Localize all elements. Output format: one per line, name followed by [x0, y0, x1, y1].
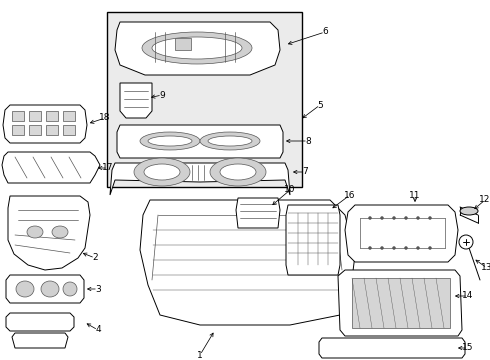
Bar: [175, 38, 191, 50]
Polygon shape: [236, 198, 280, 228]
Text: 8: 8: [305, 136, 311, 145]
Ellipse shape: [52, 226, 68, 238]
Ellipse shape: [405, 216, 408, 220]
Ellipse shape: [16, 281, 34, 297]
Polygon shape: [8, 196, 90, 270]
Polygon shape: [6, 275, 84, 303]
Ellipse shape: [368, 216, 371, 220]
Ellipse shape: [220, 164, 256, 180]
Polygon shape: [345, 205, 458, 262]
Bar: [29, 111, 41, 121]
Ellipse shape: [368, 247, 371, 249]
Text: 11: 11: [409, 190, 421, 199]
Ellipse shape: [142, 32, 252, 64]
Bar: [63, 125, 75, 135]
Ellipse shape: [134, 158, 190, 186]
Text: 4: 4: [95, 325, 101, 334]
Bar: [12, 111, 24, 121]
Polygon shape: [6, 313, 74, 331]
Text: 9: 9: [159, 90, 165, 99]
Polygon shape: [117, 125, 283, 158]
Ellipse shape: [459, 235, 473, 249]
Bar: [107, 12, 302, 187]
Text: 5: 5: [317, 100, 323, 109]
Text: 17: 17: [102, 163, 114, 172]
Ellipse shape: [152, 37, 242, 59]
Ellipse shape: [200, 132, 260, 150]
Ellipse shape: [392, 216, 395, 220]
Ellipse shape: [428, 216, 432, 220]
Polygon shape: [319, 338, 465, 358]
Text: 2: 2: [92, 253, 98, 262]
Ellipse shape: [140, 132, 200, 150]
Ellipse shape: [41, 281, 59, 297]
Ellipse shape: [405, 247, 408, 249]
Polygon shape: [12, 333, 68, 348]
Ellipse shape: [381, 247, 384, 249]
Text: 3: 3: [95, 284, 101, 293]
Polygon shape: [140, 200, 355, 325]
Ellipse shape: [63, 282, 77, 296]
Text: 12: 12: [479, 195, 490, 204]
Ellipse shape: [208, 136, 252, 146]
Text: 18: 18: [99, 113, 111, 122]
Ellipse shape: [428, 247, 432, 249]
Polygon shape: [120, 83, 152, 118]
Polygon shape: [3, 105, 87, 143]
Polygon shape: [2, 152, 100, 183]
Bar: [352, 278, 450, 328]
Polygon shape: [115, 22, 280, 75]
Ellipse shape: [27, 226, 43, 238]
Text: 1: 1: [197, 351, 203, 360]
Ellipse shape: [392, 247, 395, 249]
Ellipse shape: [460, 207, 478, 215]
Text: 7: 7: [302, 167, 308, 176]
Text: 16: 16: [344, 190, 356, 199]
Text: 14: 14: [462, 292, 474, 301]
Ellipse shape: [416, 247, 419, 249]
Bar: [12, 125, 24, 135]
Text: 15: 15: [462, 343, 474, 352]
Polygon shape: [110, 163, 290, 195]
Polygon shape: [286, 205, 340, 275]
Ellipse shape: [148, 136, 192, 146]
Text: 10: 10: [284, 185, 296, 194]
Bar: [63, 111, 75, 121]
Text: 13: 13: [481, 264, 490, 273]
Ellipse shape: [210, 158, 266, 186]
Ellipse shape: [416, 216, 419, 220]
Text: 6: 6: [322, 27, 328, 36]
Ellipse shape: [381, 216, 384, 220]
Polygon shape: [338, 270, 462, 336]
Bar: [46, 111, 58, 121]
Bar: [46, 125, 58, 135]
Ellipse shape: [144, 164, 180, 180]
Bar: [29, 125, 41, 135]
